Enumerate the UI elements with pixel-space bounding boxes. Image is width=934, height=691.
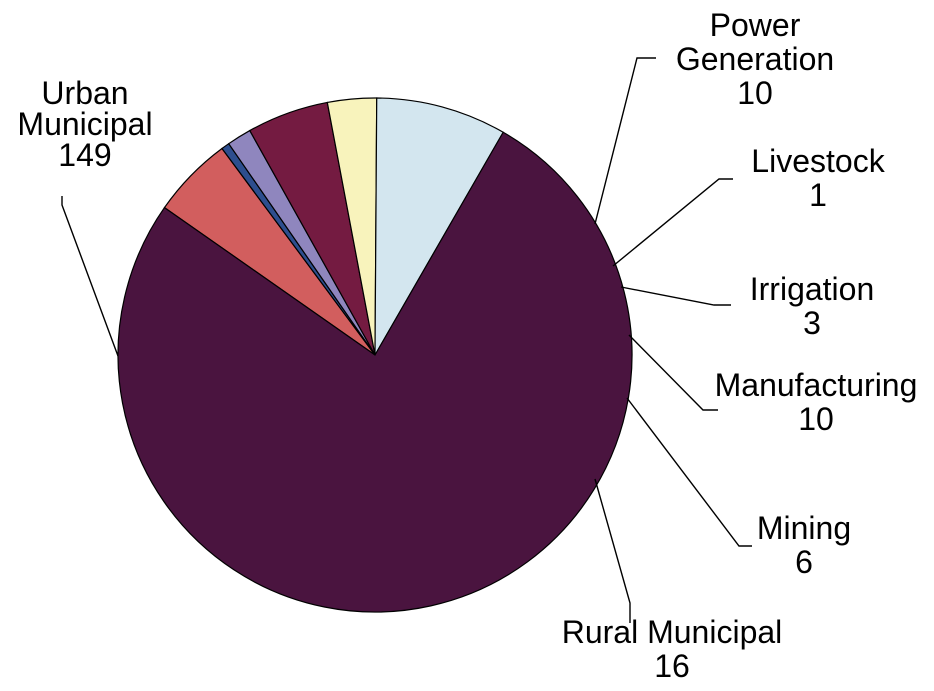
leader-line-manufacturing: [628, 334, 718, 411]
pie-slices: [117, 97, 633, 613]
label-text: Irrigation: [750, 271, 875, 307]
label-text: Municipal: [17, 106, 152, 142]
label-manufacturing: Manufacturing 10: [715, 367, 918, 437]
label-text: Manufacturing: [715, 367, 918, 403]
label-text: Mining: [757, 510, 851, 546]
label-irrigation: Irrigation 3: [750, 271, 875, 341]
leader-line-mining: [626, 397, 752, 547]
label-value: 16: [654, 648, 690, 684]
label-value: 149: [58, 137, 111, 173]
label-value: 1: [809, 177, 827, 213]
label-text: Livestock: [751, 143, 885, 179]
label-text: Power: [710, 7, 801, 43]
leader-line-irrigation: [620, 286, 731, 306]
label-power-generation: Power Generation 10: [676, 7, 834, 111]
leader-lines: [61, 57, 752, 623]
label-livestock: Livestock 1: [751, 143, 885, 213]
label-value: 6: [795, 544, 813, 580]
label-value: 10: [737, 75, 773, 111]
leader-line-urban-municipal: [61, 196, 119, 357]
label-value: 10: [798, 401, 834, 437]
leader-line-rural-municipal: [594, 478, 631, 623]
label-value: 3: [803, 305, 821, 341]
label-text: Rural Municipal: [562, 614, 783, 650]
leader-line-livestock: [612, 178, 733, 267]
slice-urban-municipal: [117, 131, 633, 613]
slice-rural-municipal: [374, 97, 505, 358]
label-urban-municipal: Urban Municipal 149: [17, 75, 152, 173]
label-mining: Mining 6: [757, 510, 851, 580]
label-rural-municipal: Rural Municipal 16: [562, 614, 783, 684]
leader-line-power-generation: [594, 57, 656, 225]
label-text: Generation: [676, 41, 834, 77]
label-text: Urban: [41, 75, 128, 111]
